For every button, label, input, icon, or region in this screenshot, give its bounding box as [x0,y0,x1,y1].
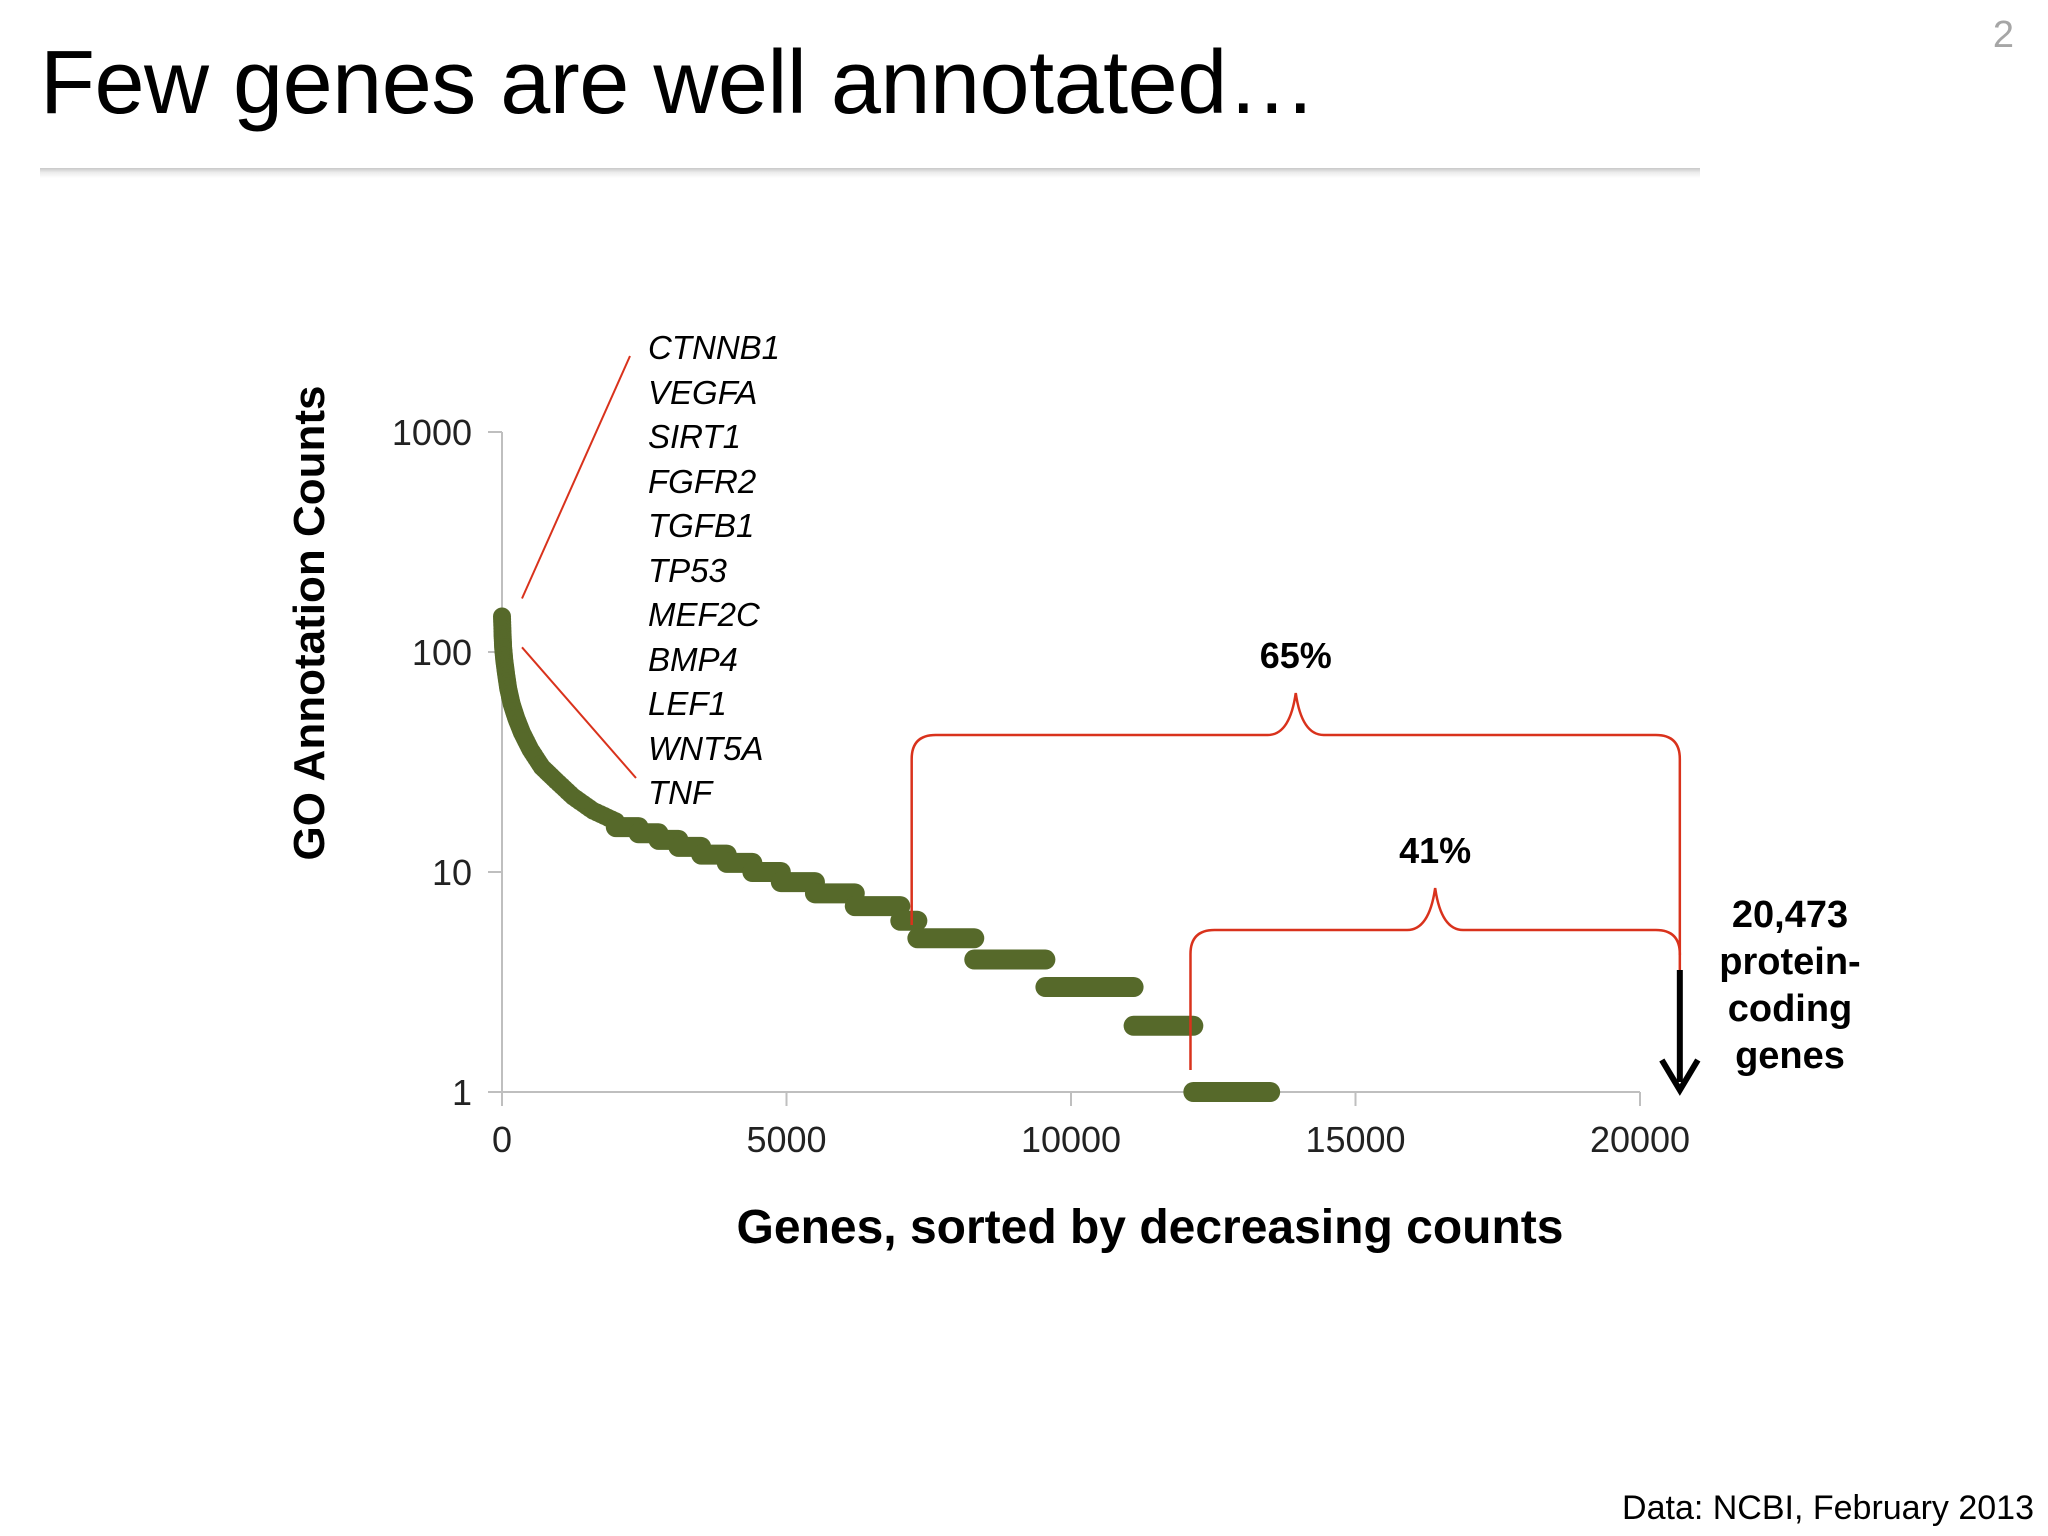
y-tick-label: 1 [452,1072,472,1113]
data-source-note: Data: NCBI, February 2013 [1622,1489,2034,1527]
x-tick-label: 10000 [1021,1119,1121,1160]
y-axis-label: GO Annotation Counts [285,385,334,861]
slide-title: Few genes are well annotated… [40,33,1317,133]
total-genes-arrow-head [1659,1058,1701,1096]
percentage-bracket [910,692,1682,955]
percentage-bracket [1189,887,1682,1070]
y-tick-label: 1000 [392,412,472,453]
gene-list-item: TGFB1 [648,507,755,544]
title-divider [40,168,1700,178]
x-tick-label: 20000 [1590,1119,1690,1160]
y-tick-label: 100 [412,632,472,673]
total-genes-line: genes [1735,1035,1845,1077]
top-gene-list: CTNNB1 VEGFA SIRT1 FGFR2 TGFB1 TP53 MEF2C BMP4 L… [648,326,780,816]
gene-list-item: CTNNB1 [648,329,781,366]
gene-pointer-line [521,355,631,599]
total-genes-label: 20,473 protein- coding genes [1700,892,1880,1080]
page-number: 2 [1992,14,2014,56]
gene-pointer-line [521,646,637,779]
gene-list-item: FGFR2 [648,462,757,500]
gene-list-item: VEGFA [648,373,758,411]
x-tick-label: 0 [492,1119,512,1160]
bracket-label-65: 65% [1259,635,1332,676]
gene-list-item: BMP4 [648,640,738,678]
bracket-label-41: 41% [1399,830,1472,871]
gene-list-item: MEF2C [648,596,760,633]
total-genes-line: coding [1727,988,1853,1030]
gene-list-item: WNT5A [648,729,764,767]
total-genes-line: 20,473 [1731,894,1849,936]
total-genes-line: protein- [1719,941,1861,983]
x-tick-label: 5000 [746,1119,826,1160]
x-tick-label: 15000 [1305,1119,1405,1160]
y-tick-label: 10 [432,852,472,893]
gene-list-item: SIRT1 [648,418,741,455]
x-axis-label: Genes, sorted by decreasing counts [736,1201,1564,1254]
gene-list-item: LEF1 [648,685,727,722]
gene-list-item: TP53 [648,551,727,589]
gene-list-item: TNF [648,774,713,811]
